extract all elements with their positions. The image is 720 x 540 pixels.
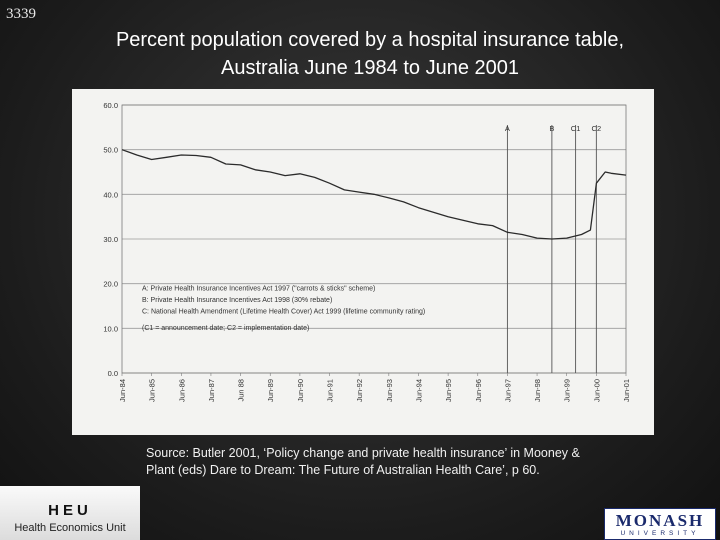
y-tick-label: 30.0	[103, 235, 118, 244]
x-tick-label: Jun-89	[266, 379, 275, 402]
annotation-text: A: Private Health Insurance Incentives A…	[142, 285, 375, 292]
chart-image: 0.0 10.0 20.0 30.0 40.0 50.0 60.0 Jun-84 Jun-85 J…	[72, 89, 654, 435]
x-tick-label: Jun-92	[355, 379, 364, 402]
plot-frame	[121, 104, 627, 374]
page-title: Percent population covered by a hospital…	[40, 26, 700, 82]
heu-logo: HEU Health Economics Unit	[0, 486, 140, 540]
x-tick-label: Jun-99	[563, 379, 572, 402]
annotation-text: B: Private Health Insurance Incentives A…	[142, 297, 332, 304]
y-tick-label: 40.0	[103, 190, 118, 199]
event-marker-label: C2	[592, 124, 602, 133]
x-tick-label: Jun-98	[533, 379, 542, 402]
series-line	[121, 149, 627, 240]
x-tick-label: Jun 88	[237, 379, 246, 402]
event-marker-label: B	[549, 124, 554, 133]
title-line-1: Percent population covered by a hospital…	[115, 29, 625, 51]
x-tick-label: Jun-91	[326, 379, 335, 402]
x-tick-label: Jun-87	[207, 379, 216, 402]
slide-number: 3339	[6, 6, 36, 22]
event-marker-label: C1	[571, 124, 581, 133]
x-tick-label: Jun-96	[474, 379, 483, 402]
x-tick-label: Jun-93	[385, 379, 394, 402]
x-tick-label: Jun-01	[622, 379, 631, 402]
x-tick-label: Jun-86	[177, 379, 186, 402]
event-marker-label: A	[505, 124, 510, 133]
title-line-2: Australia June 1984 to June 2001	[221, 57, 519, 79]
x-tick-label: Jun-84	[118, 379, 127, 402]
monash-logo-bottom: UNIVERSITY	[620, 530, 700, 537]
x-tick-label: Jun-97	[503, 379, 512, 402]
heu-logo-name: Health Economics Unit	[14, 522, 126, 534]
x-tick-label: Jun-95	[444, 379, 453, 402]
x-tick-label: Jun-00	[592, 379, 601, 402]
annotation-text: C: National Health Amendment (Lifetime H…	[142, 308, 425, 315]
monash-logo-top: MONASH	[615, 511, 705, 530]
monash-logo: MONASH UNIVERSITY	[604, 508, 716, 540]
source-caption: Source: Butler 2001, ‘Policy change and …	[146, 446, 580, 477]
x-tick-label: Jun-94	[414, 379, 423, 402]
y-tick-label: 10.0	[103, 324, 118, 333]
x-tick-label: Jun-90	[296, 379, 305, 402]
y-tick-label: 50.0	[103, 146, 118, 155]
line-chart: 0.0 10.0 20.0 30.0 40.0 50.0 60.0 Jun-84 Jun-85 J…	[103, 101, 631, 402]
y-tick-label: 0.0	[108, 369, 118, 378]
y-tick-label: 60.0	[103, 101, 118, 110]
x-tick-label: Jun-85	[148, 379, 157, 402]
annotation-text: (C1 = announcement date; C2 = implementa…	[142, 325, 309, 332]
heu-logo-mark: HEU	[48, 502, 92, 519]
y-tick-label: 20.0	[103, 280, 118, 289]
